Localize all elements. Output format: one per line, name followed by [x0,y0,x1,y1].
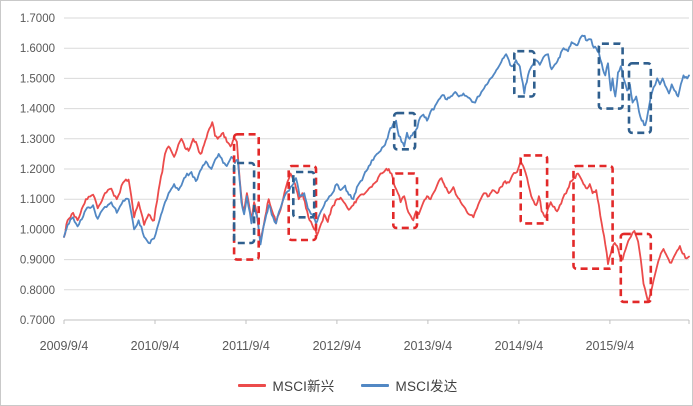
msci-developed-line [63,34,690,246]
developed-line-swatch-icon [360,383,389,387]
emerging-line-swatch-icon [237,383,266,387]
annotation-box-developed [291,170,316,219]
y-axis-tick-label: 1.7000 [20,13,55,25]
x-axis-tick-label: 2014/9/4 [495,339,544,353]
y-axis-tick-label: 1.3000 [20,134,55,146]
x-axis-tick-label: 2011/9/4 [222,339,270,353]
y-axis-tick-label: 1.6000 [20,43,55,55]
y-axis-tick-label: 0.8000 [20,285,55,297]
x-axis-tick-label: 2015/9/4 [586,339,635,353]
annotation-box-emerging [572,164,614,270]
annotation-box-developed [392,111,417,151]
legend-label-msci-developed: MSCI发达 [395,379,458,394]
y-axis-tick-label: 0.9000 [20,255,55,267]
annotation-box-developed [232,161,256,245]
x-axis-tick-label: 2013/9/4 [404,339,453,353]
y-axis-tick-label: 1.0000 [20,224,55,236]
y-axis-tick-label: 1.5000 [20,73,55,85]
y-axis-tick-label: 0.7000 [20,315,55,327]
legend-item-msci-developed: MSCI发达 [360,375,458,395]
annotation-box-emerging [232,133,261,261]
legend: MSCI新兴 MSCI发达 [1,373,692,397]
x-axis-tick-label: 2009/9/4 [40,339,89,353]
x-axis-tick-label: 2012/9/4 [313,339,362,353]
y-axis-tick-label: 1.4000 [20,104,55,116]
y-axis-tick-label: 1.1000 [20,194,55,206]
annotation-box-developed [597,42,624,110]
legend-item-msci-emerging: MSCI新兴 [237,375,335,395]
y-axis-tick-label: 1.2000 [20,164,55,176]
legend-label-msci-emerging: MSCI新兴 [272,379,335,394]
x-axis-tick-label: 2010/9/4 [131,339,180,353]
msci-emerging-line [63,121,690,303]
annotation-box-emerging [391,172,419,230]
annotation-box-developed [627,61,653,135]
annotation-box-emerging [619,232,653,304]
annotation-box-emerging [287,164,318,242]
annotation-box-developed [512,49,536,98]
